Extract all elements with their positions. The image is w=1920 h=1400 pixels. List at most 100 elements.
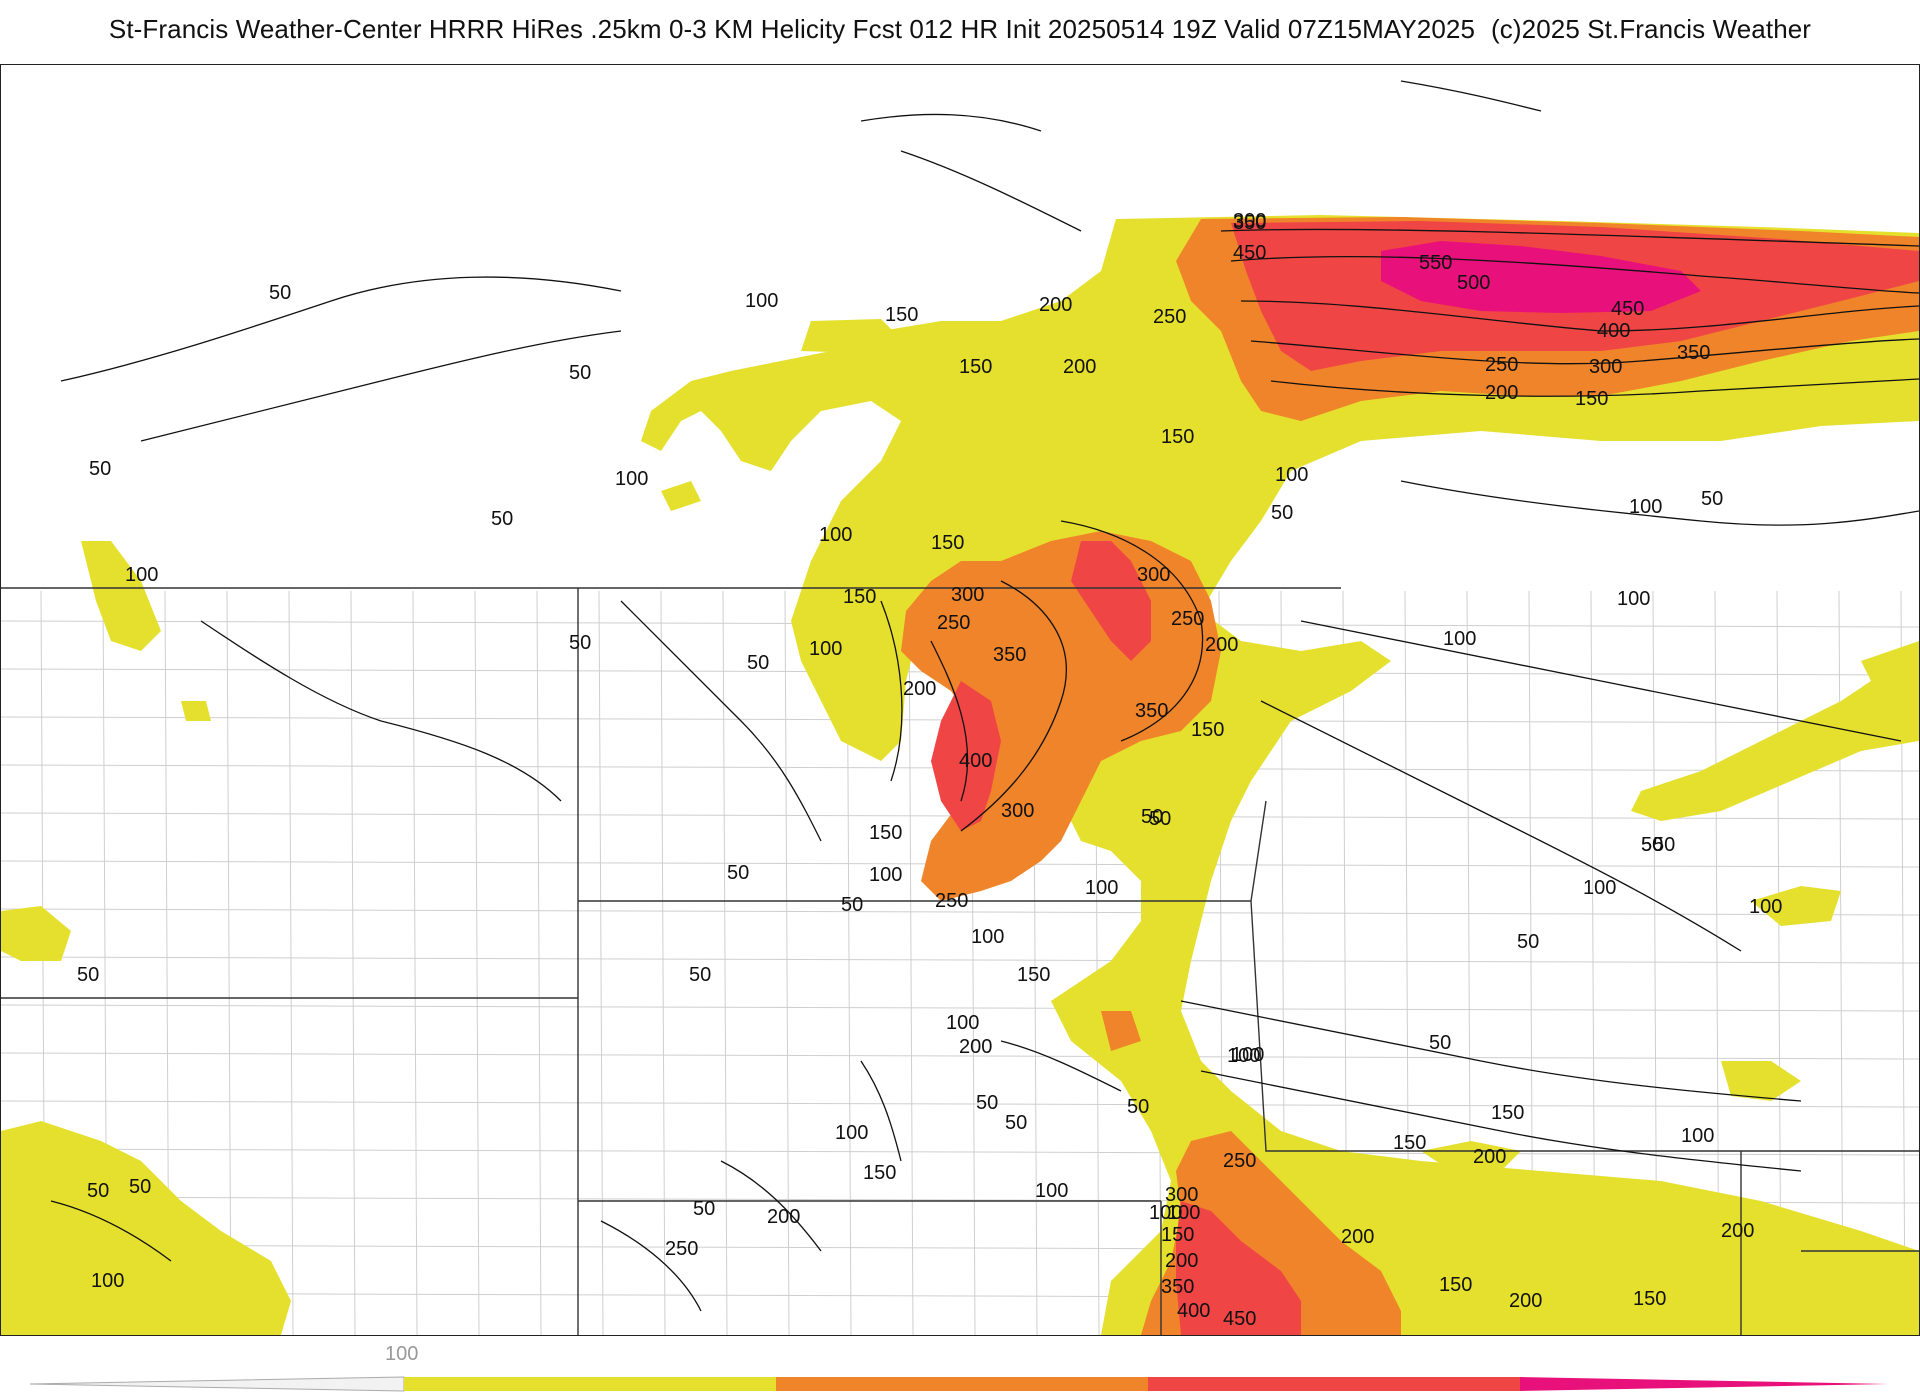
contour-label: 250 bbox=[1223, 1150, 1256, 1172]
contour-labels: 50 50 50 50 50 50 50 50 50 50 50 50 50 5… bbox=[77, 210, 1782, 1330]
contour-label: 100 bbox=[809, 638, 842, 660]
helicity-fill-100 bbox=[1, 215, 1919, 1335]
contour-label: 100 bbox=[745, 290, 778, 312]
contour-label: 50 bbox=[569, 632, 591, 654]
colorbar-band-100 bbox=[404, 1377, 776, 1391]
contour-label: 100 bbox=[1583, 877, 1616, 899]
contour-label: 200 bbox=[1509, 1290, 1542, 1312]
contour-label: 200 bbox=[1165, 1250, 1198, 1272]
colorbar-low bbox=[30, 1376, 405, 1392]
contour-label: 100 bbox=[91, 1270, 124, 1292]
contour-label: 200 bbox=[1063, 356, 1096, 378]
contour-label: 200 bbox=[1485, 382, 1518, 404]
contour-label: 50 bbox=[269, 282, 291, 304]
contour-label: 50 bbox=[693, 1198, 715, 1220]
contour-label: 350 bbox=[1135, 700, 1168, 722]
colorbar-tick-label: 100 bbox=[385, 1343, 419, 1365]
contour-label: 350 bbox=[1161, 1276, 1194, 1298]
contour-label: 50 bbox=[1653, 834, 1675, 856]
contour-label: 50 bbox=[1641, 834, 1663, 856]
contour-label: 250 bbox=[935, 890, 968, 912]
contour-label: 150 bbox=[863, 1162, 896, 1184]
contour-label: 300 bbox=[1137, 564, 1170, 586]
helicity-contours bbox=[50, 80, 1919, 1312]
contour-label: 50 bbox=[689, 964, 711, 986]
map-canvas: 50 50 50 50 50 50 50 50 50 50 50 50 50 5… bbox=[1, 80, 1919, 1335]
contour-label: 100 bbox=[1749, 896, 1782, 918]
contour-label: 150 bbox=[931, 532, 964, 554]
contour-label: 100 bbox=[1149, 1202, 1182, 1224]
contour-label: 100 bbox=[1231, 1044, 1264, 1066]
contour-label: 400 bbox=[959, 750, 992, 772]
contour-label: 400 bbox=[1597, 320, 1630, 342]
contour-label: 100 bbox=[1275, 464, 1308, 486]
contour-label: 150 bbox=[843, 586, 876, 608]
contour-label: 50 bbox=[569, 362, 591, 384]
contour-label: 50 bbox=[1141, 806, 1163, 828]
contour-label: 250 bbox=[665, 1238, 698, 1260]
contour-label: 50 bbox=[1517, 931, 1539, 953]
colorbar-band-300 bbox=[1148, 1377, 1520, 1391]
contour-label: 50 bbox=[89, 458, 111, 480]
contour-label: 300 bbox=[951, 584, 984, 606]
contour-label: 100 bbox=[125, 564, 158, 586]
county-line bbox=[598, 590, 604, 1335]
helicity-map[interactable]: 50 50 50 50 50 50 50 50 50 50 50 50 50 5… bbox=[0, 64, 1920, 1336]
contour-label: 200 bbox=[1473, 1146, 1506, 1168]
colorbar bbox=[30, 1376, 1888, 1392]
contour-label: 50 bbox=[1429, 1032, 1451, 1054]
contour-label: 150 bbox=[1017, 964, 1050, 986]
contour-label: 50 bbox=[1271, 502, 1293, 524]
contour-label: 100 bbox=[1681, 1125, 1714, 1147]
contour-label: 50 bbox=[1641, 834, 1663, 856]
contour-label: 50 bbox=[841, 894, 863, 916]
contour-label: 100 bbox=[1617, 588, 1650, 610]
contour-label: 500 bbox=[1457, 272, 1490, 294]
contour-label: 100 bbox=[835, 1122, 868, 1144]
county-line bbox=[226, 590, 232, 1335]
contour-label: 300 bbox=[1001, 800, 1034, 822]
contour-label: 150 bbox=[1633, 1288, 1666, 1310]
contour-label: 200 bbox=[1341, 1226, 1374, 1248]
contour-label: 50 bbox=[727, 862, 749, 884]
contour-label: 200 bbox=[1721, 1220, 1754, 1242]
county-line bbox=[1, 1100, 1919, 1108]
contour-label: 200 bbox=[959, 1036, 992, 1058]
contour-label: 150 bbox=[1393, 1132, 1426, 1154]
contour-label: 100 bbox=[1443, 628, 1476, 650]
contour-label: 50 bbox=[129, 1176, 151, 1198]
contour-label: 50 bbox=[1149, 808, 1171, 830]
copyright-text: (c)2025 St.Francis Weather bbox=[1491, 14, 1812, 44]
contour-label: 50 bbox=[747, 652, 769, 674]
county-line bbox=[660, 590, 666, 1335]
contour-label: 250 bbox=[1153, 306, 1186, 328]
contour-label: 100 bbox=[819, 524, 852, 546]
contour-label: 100 bbox=[1085, 877, 1118, 899]
contour-label: 150 bbox=[869, 822, 902, 844]
contour-label: 150 bbox=[885, 304, 918, 326]
county-line bbox=[908, 590, 914, 1335]
title-text: St-Francis Weather-Center HRRR HiRes .25… bbox=[108, 14, 1476, 44]
contour-label: 100 bbox=[971, 926, 1004, 948]
contour-label: 50 bbox=[77, 964, 99, 986]
contour-label: 450 bbox=[1223, 1308, 1256, 1330]
contour-label: 400 bbox=[1177, 1300, 1210, 1322]
contour-label: 450 bbox=[1233, 242, 1266, 264]
contour-label: 100 bbox=[1167, 1202, 1200, 1224]
county-line bbox=[536, 590, 542, 1335]
contour-label: 250 bbox=[937, 612, 970, 634]
contour-label: 150 bbox=[959, 356, 992, 378]
contour-label: 250 bbox=[1171, 608, 1204, 630]
contour-label: 300 bbox=[1165, 1184, 1198, 1206]
contour-label: 50 bbox=[87, 1180, 109, 1202]
contour-label: 100 bbox=[1629, 496, 1662, 518]
county-line bbox=[474, 590, 480, 1335]
contour-label: 150 bbox=[1491, 1102, 1524, 1124]
county-line bbox=[1, 908, 1919, 916]
contour-label: 100 bbox=[869, 864, 902, 886]
contour-label: 550 bbox=[1419, 252, 1452, 274]
contour-label: 50 bbox=[1127, 1096, 1149, 1118]
contour-label: 200 bbox=[767, 1206, 800, 1228]
contour-label: 50 bbox=[976, 1092, 998, 1114]
contour-label: 300 bbox=[1233, 210, 1266, 232]
